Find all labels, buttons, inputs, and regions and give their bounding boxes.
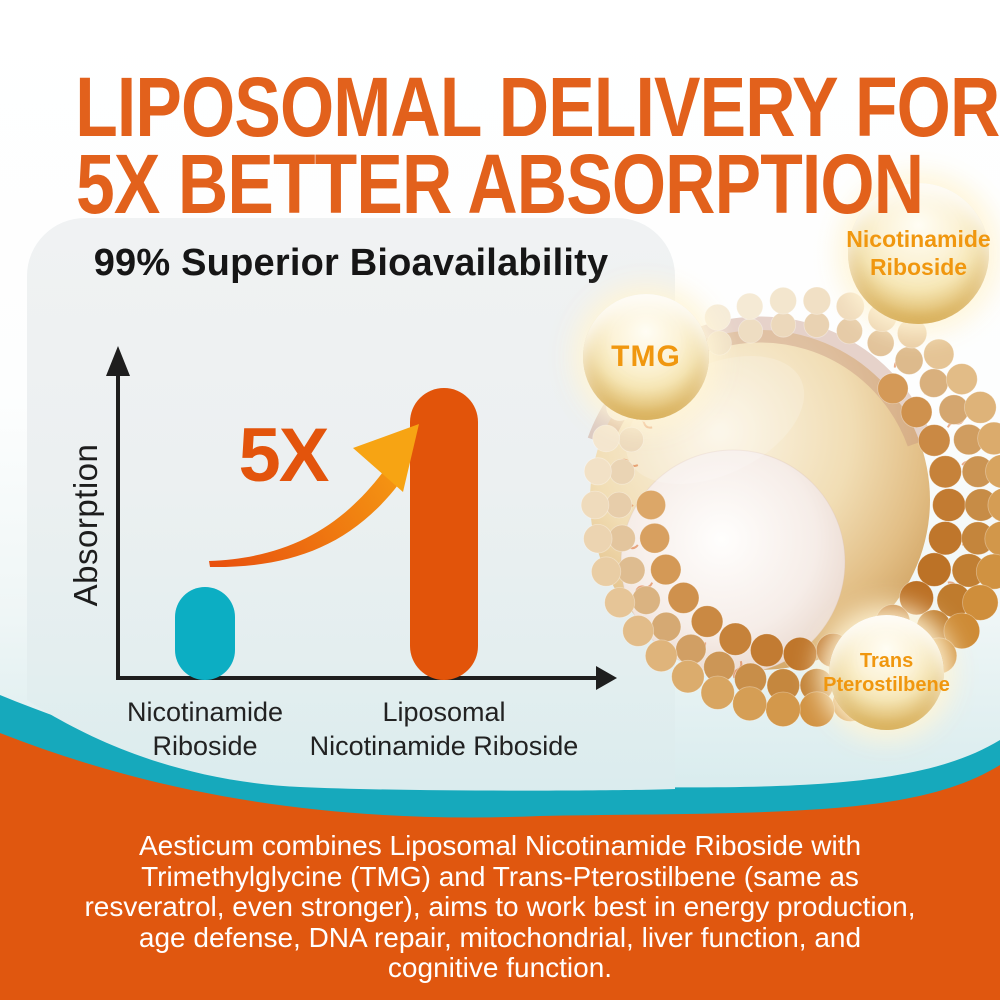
footer-paragraph: Aesticum combines Liposomal Nicotinamide… (84, 830, 916, 983)
y-axis-label: Absorption (67, 443, 104, 607)
bar-label-nicotinamide-riboside: Nicotinamide Riboside (126, 697, 284, 761)
absorption-chart (27, 218, 675, 798)
bubble-tmg: TMG (583, 294, 709, 420)
bar-label-liposomal-nicotinamide-riboside: Liposomal Nicotinamide Riboside (309, 697, 579, 761)
bubble-tmg-label: TMG (611, 340, 681, 373)
bioavailability-card: 99% Superior Bioavailability 5X Absorpti… (27, 218, 675, 798)
growth-arrow-swoosh (209, 472, 398, 567)
bubble-nicotinamide-riboside-label: Nicotinamide Riboside (846, 225, 991, 280)
multiplier-label: 5X (238, 413, 328, 498)
bubble-trans-pterostilbene: Trans Pterostilbene (823, 615, 950, 730)
bar-liposomal-nicotinamide-riboside (410, 388, 478, 680)
bar-nicotinamide-riboside (175, 587, 235, 680)
page-title-line-1: LIPOSOMAL DELIVERY FOR (75, 61, 1000, 156)
page-title-line-2: 5X BETTER ABSORPTION (76, 138, 924, 233)
page-title: LIPOSOMAL DELIVERY FOR 5X BETTER ABSORPT… (0, 61, 1000, 233)
growth-arrow-head-icon (353, 424, 419, 492)
bubble-nicotinamide-riboside: Nicotinamide Riboside (846, 183, 991, 324)
x-axis-arrow-icon (596, 666, 617, 690)
bubble-trans-pterostilbene-label: Trans Pterostilbene (823, 649, 950, 696)
card-heading: 99% Superior Bioavailability (93, 242, 609, 284)
y-axis-arrow-icon (106, 346, 130, 376)
